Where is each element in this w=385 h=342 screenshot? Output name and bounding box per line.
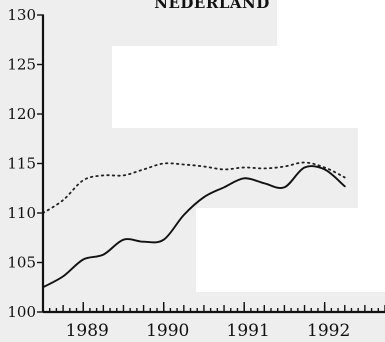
y-tick-label-115: 115 xyxy=(7,155,36,173)
series-line-dotted xyxy=(42,161,346,214)
chart-title: NEDERLAND xyxy=(154,0,269,12)
panel-background-bottom xyxy=(112,208,196,342)
x-axis-ticks: 1989 1990 1991 1992 xyxy=(42,302,385,341)
y-tick-label-105: 105 xyxy=(7,254,36,272)
y-tick-label-120: 120 xyxy=(7,105,36,123)
panel-background-left xyxy=(0,0,112,342)
x-tick-label-1991: 1991 xyxy=(227,321,270,341)
y-tick-label-100: 100 xyxy=(7,303,36,321)
series-line-solid xyxy=(42,165,346,289)
x-tick-label-1989: 1989 xyxy=(66,321,109,341)
x-tick-label-1992: 1992 xyxy=(307,321,350,341)
y-axis-ticks: 100 105 110 115 120 125 130 xyxy=(7,6,44,321)
panel-background-bottom-right xyxy=(196,292,385,342)
panel-background-top xyxy=(112,0,277,46)
x-tick-label-1990: 1990 xyxy=(146,321,189,341)
series-layer xyxy=(42,161,346,289)
y-tick-label-130: 130 xyxy=(7,6,36,24)
y-tick-label-110: 110 xyxy=(7,204,36,222)
y-tick-label-125: 125 xyxy=(7,56,36,74)
panel-background-mid xyxy=(112,128,358,208)
